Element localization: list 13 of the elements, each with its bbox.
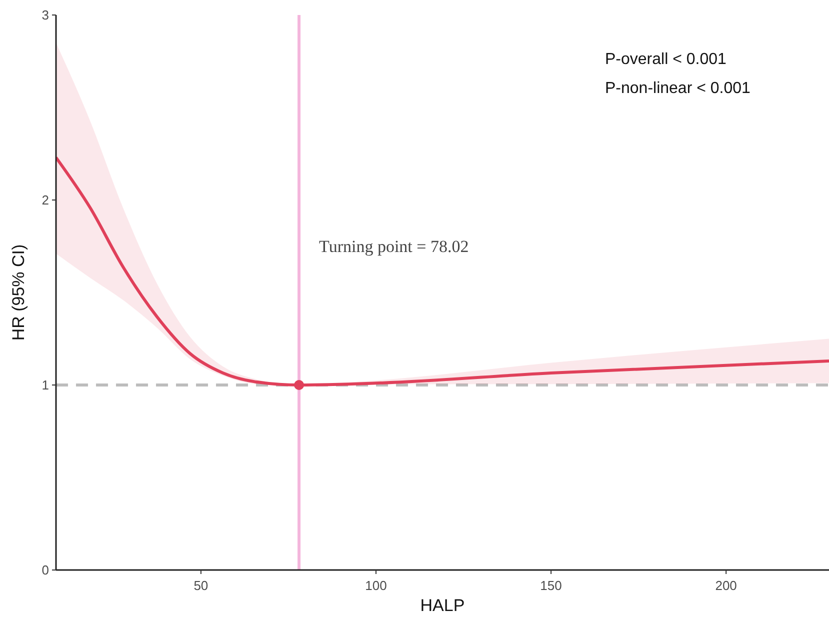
ref-line-label: Turning point = 78.02 (319, 237, 469, 256)
y-tick-label: 3 (42, 8, 49, 22)
y-tick-label: 1 (42, 378, 49, 392)
x-tick-label: 100 (365, 578, 387, 593)
annotation: P-overall < 0.001 (605, 51, 727, 68)
annotation: P-non-linear < 0.001 (605, 80, 751, 97)
x-tick-label: 200 (715, 578, 737, 593)
x-axis-title: HALP (420, 596, 465, 615)
y-tick-label: 0 (42, 562, 49, 578)
x-tick-label: 150 (540, 578, 562, 593)
x-tick-label: 50 (194, 578, 208, 593)
y-tick-label: 2 (42, 192, 49, 208)
y-axis-title: HR (95% CI) (9, 244, 28, 341)
